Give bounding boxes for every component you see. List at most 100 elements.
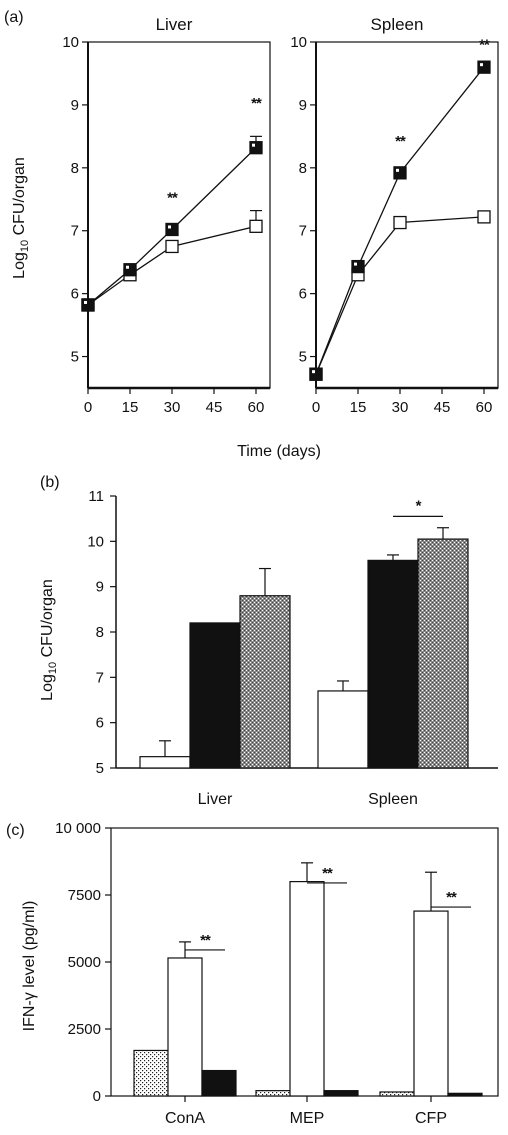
bar-white: [413, 910, 449, 1097]
category-label: Liver: [198, 791, 233, 808]
liver-axes: [87, 41, 271, 390]
panel-c-marks: ** ** **: [133, 862, 483, 1097]
y-tick-label: 6: [299, 286, 307, 303]
y-tick-label: 8: [71, 160, 79, 177]
liver-marks: ** **: [81, 95, 263, 312]
filled-square-point: [123, 263, 137, 277]
bar-black: [201, 1069, 237, 1097]
y-tick-label: 2500: [68, 1021, 101, 1038]
x-tick-label: 45: [434, 399, 451, 416]
y-tick-label: 10 000: [55, 820, 101, 837]
y-tick-label: 9: [96, 579, 104, 596]
spleen-chart-title: Spleen: [371, 15, 424, 34]
significance-star: **: [395, 133, 406, 150]
x-tick-label: 0: [84, 399, 92, 416]
marker-highlight: [312, 370, 315, 374]
y-tick-label: 7: [71, 223, 79, 240]
filled-square-point: [165, 222, 179, 237]
time-x-axis-label: Time (days): [237, 443, 321, 460]
y-tick-label: 5: [71, 349, 79, 366]
panel-a-spleen-chart: Spleen 5 6 7 8 9 10 0 15 30 45 60 ** ** Time (days): [237, 15, 499, 460]
spleen-marks: ** **: [309, 37, 491, 381]
x-tick-label: 60: [476, 399, 493, 416]
bar-dotted: [255, 1090, 291, 1097]
filled-square-point: [351, 259, 365, 274]
marker-highlight: [354, 262, 357, 266]
y-tick-label: 5000: [68, 954, 101, 971]
x-tick-label: 15: [122, 399, 139, 416]
marker-highlight: [396, 168, 399, 172]
y-tick-label: 7500: [68, 887, 101, 904]
spleen-axes: [315, 41, 499, 390]
bar-white: [139, 756, 191, 769]
plot-frame: [87, 41, 271, 389]
y-tick-label: 5: [299, 349, 307, 366]
panel-b-chart: 5 6 7 8 9 10 11 Liver Spleen * Log10 CFU/organ: [39, 488, 498, 808]
bar-black: [323, 1090, 359, 1097]
bar-black: [447, 1092, 483, 1097]
bar-white: [289, 880, 325, 1097]
series-line: [315, 66, 485, 375]
panel-c-ticks: 0 2500 5000 7500 10 000 ConA MEP CFP: [55, 820, 447, 1127]
marker-highlight: [168, 225, 171, 229]
panel-b-y-axis-label: Log10 CFU/organ: [39, 579, 59, 701]
y-tick-label: 7: [299, 223, 307, 240]
bar-dotted: [379, 1091, 415, 1097]
y-tick-label: 10: [290, 34, 307, 51]
x-tick-label: 15: [350, 399, 367, 416]
liver-ticks: 5 6 7 8 9 10 0 15 30 45 60: [62, 34, 264, 416]
liver-y-axis-label: Log10 CFU/organ: [11, 157, 31, 279]
panel-b-label: (b): [40, 474, 60, 491]
panel-c-chart: 0 2500 5000 7500 10 000 ConA MEP CFP ** ** ** IFN…: [21, 820, 499, 1127]
significance-star: **: [167, 189, 178, 206]
y-tick-label: 6: [71, 286, 79, 303]
bar-white: [167, 957, 203, 1097]
x-tick-label: 60: [248, 399, 265, 416]
x-tick-label: 0: [312, 399, 320, 416]
category-label: Spleen: [368, 791, 418, 808]
marker-highlight: [126, 265, 129, 269]
y-tick-label: 9: [299, 97, 307, 114]
bar-stippled: [239, 595, 291, 769]
panel-c-label: (c): [6, 822, 25, 839]
y-tick-label: 5: [96, 760, 104, 777]
y-tick-label: 6: [96, 715, 104, 732]
significance-star: **: [479, 37, 490, 54]
panel-a-liver-chart: Liver 5 6 7 8 9 10 0 15 30 45 60 ** ** Log10 CFU/or…: [11, 15, 271, 416]
plot-frame: [315, 41, 499, 389]
panel-b-marks: *: [139, 497, 469, 769]
open-square-point: [249, 219, 263, 233]
bar-dotted: [133, 1049, 169, 1097]
y-tick-label: 10: [62, 34, 79, 51]
y-tick-label: 9: [71, 97, 79, 114]
series-line: [87, 225, 257, 306]
y-tick-label: 10: [87, 533, 104, 550]
liver-chart-title: Liver: [156, 15, 193, 34]
significance-star: **: [446, 889, 457, 906]
significance-star: **: [251, 95, 262, 112]
y-tick-label: 7: [96, 669, 104, 686]
filled-square-point: [309, 367, 323, 381]
x-tick-label: 30: [164, 399, 181, 416]
category-label: CFP: [415, 1110, 447, 1127]
bar-black: [189, 622, 241, 769]
series-line: [87, 147, 257, 306]
marker-highlight: [84, 300, 87, 304]
significance-star: *: [416, 497, 422, 514]
open-square-point: [477, 210, 491, 224]
filled-square-point: [81, 298, 95, 312]
bar-stippled: [417, 538, 469, 769]
filled-square-point: [393, 166, 407, 180]
panel-b-ticks: 5 6 7 8 9 10 11 Liver Spleen: [87, 488, 418, 808]
y-tick-label: 8: [299, 160, 307, 177]
significance-star: **: [200, 932, 211, 949]
panel-a-label: (a): [4, 9, 24, 26]
x-tick-label: 30: [392, 399, 409, 416]
category-label: MEP: [290, 1110, 325, 1127]
marker-highlight: [252, 143, 255, 147]
panel-c-y-axis-label: IFN-γ level (pg/ml): [21, 901, 38, 1032]
y-tick-label: 8: [96, 624, 104, 641]
spleen-ticks: 5 6 7 8 9 10 0 15 30 45 60: [290, 34, 492, 416]
y-tick-label: 0: [93, 1088, 101, 1105]
